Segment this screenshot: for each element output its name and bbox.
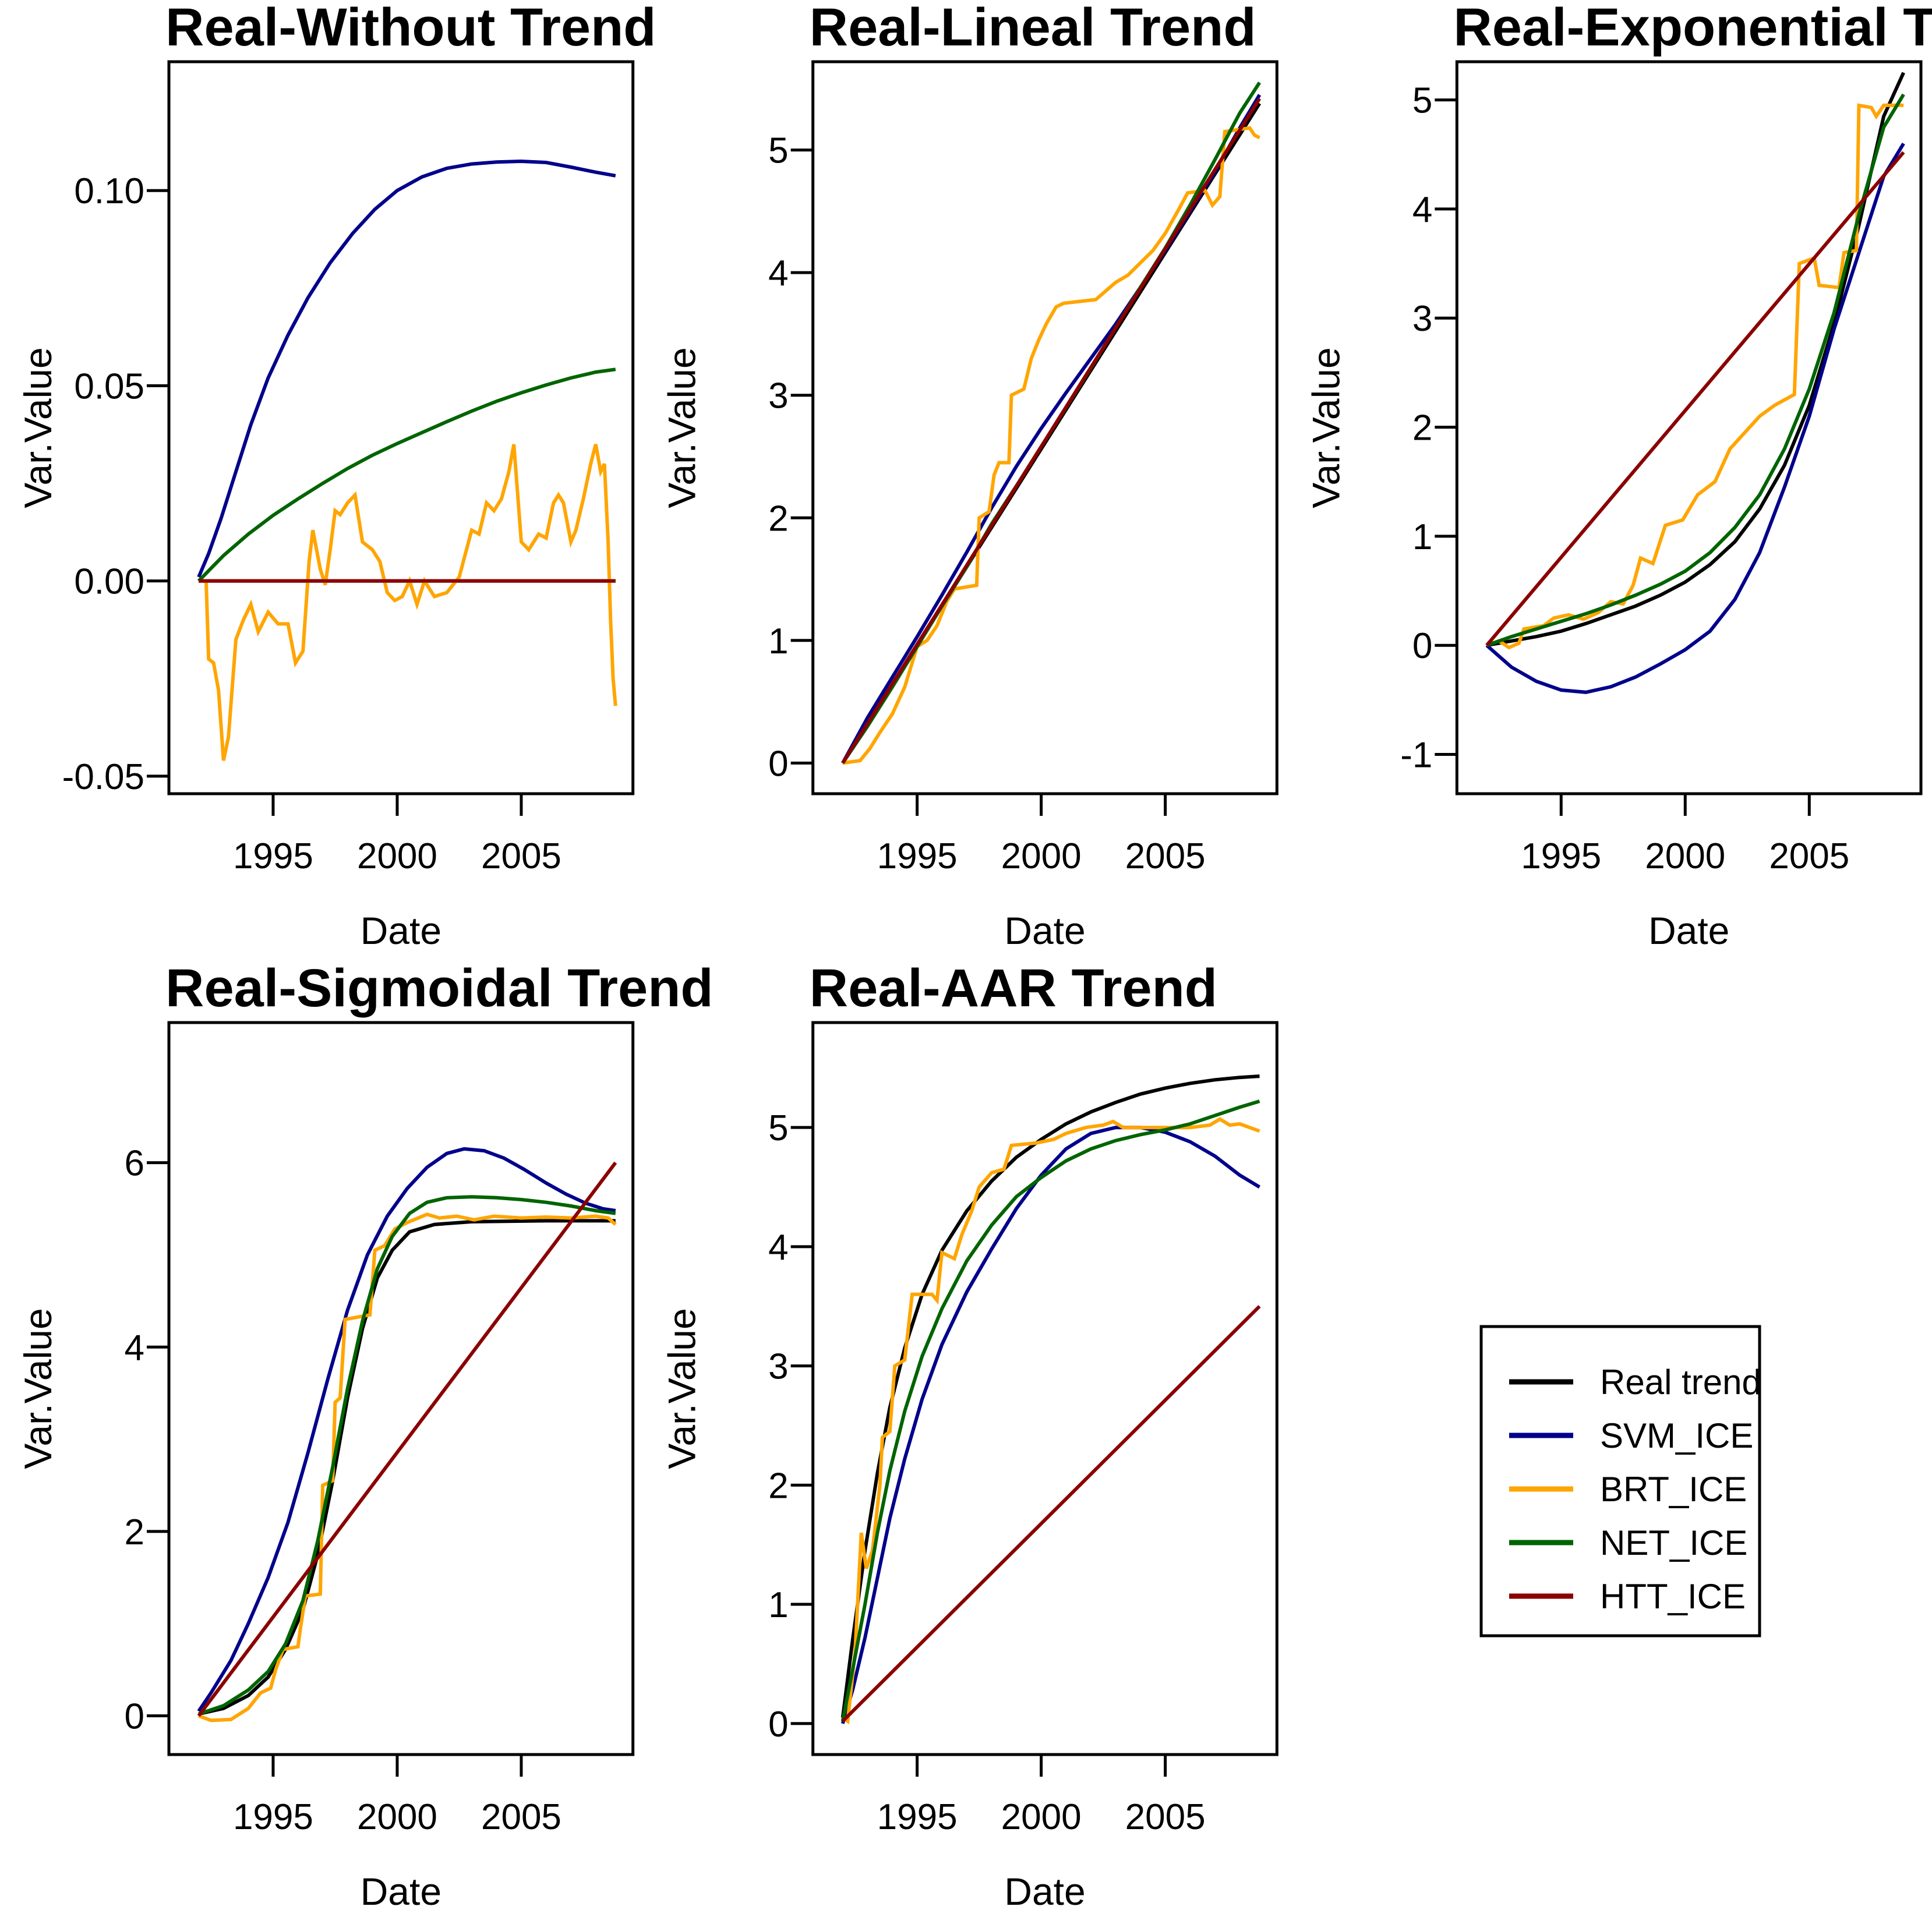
y-tick-label: 1: [768, 1585, 788, 1625]
series-line-SVM_ICE: [840, 1126, 1261, 1724]
y-tick-label: -0.05: [62, 757, 144, 797]
y-tick-label: 0: [768, 1704, 788, 1745]
series-line-BRT_ICE: [842, 1117, 1260, 1725]
y-axis-title: Var.Value: [661, 1308, 704, 1469]
x-tick-label: 2005: [481, 1797, 561, 1837]
y-tick-label: 3: [768, 1347, 788, 1387]
chart-panel-2: Real-Exponential Trend 1995 2000 2005 -1 0 1 2 3…: [1304, 0, 1932, 952]
y-tick-label: 6: [125, 1144, 144, 1184]
chart-panel-4: Real-AAR Trend 1995 2000 2005 0 1 2 3 4 5 Date Var.…: [661, 959, 1278, 1913]
x-tick-label: 2000: [1645, 836, 1725, 876]
y-tick-label: -1: [1400, 735, 1432, 776]
panel-title: Real-AAR Trend: [810, 959, 1217, 1018]
y-axis-title: Var.Value: [16, 347, 59, 508]
series-line-HTT_ICE: [841, 1305, 1261, 1723]
x-tick-label: 1995: [233, 836, 313, 876]
y-tick-label: 0.10: [74, 171, 144, 211]
x-axis-title: Date: [1004, 1870, 1085, 1913]
chart-panel-3: Real-Sigmoidal Trend 1995 2000 2005 0 2 4 6 Date…: [16, 959, 714, 1913]
x-axis-title: Date: [361, 909, 442, 952]
y-tick-label: 3: [768, 376, 788, 416]
legend-label-HTT_ICE: HTT_ICE: [1600, 1577, 1746, 1616]
y-tick-label: 0.00: [74, 562, 144, 602]
series-line-NET_ICE: [1486, 93, 1905, 648]
x-tick-label: 2005: [1125, 836, 1206, 876]
legend-label-SVM_ICE: SVM_ICE: [1600, 1416, 1753, 1455]
x-tick-label: 1995: [877, 836, 958, 876]
series-line-SVM_ICE: [197, 1147, 616, 1713]
y-tick-label: 1: [1412, 517, 1432, 557]
axis-box: [811, 60, 1278, 795]
axis-box: [1455, 60, 1923, 795]
y-tick-label: 5: [768, 131, 788, 171]
axis-box: [811, 1021, 1278, 1756]
y-tick-label: 2: [768, 1466, 788, 1506]
series-line-BRT_ICE: [1486, 103, 1904, 650]
legend-label-BRT_ICE: BRT_ICE: [1600, 1470, 1747, 1509]
series-line-HTT_ICE: [197, 1161, 617, 1717]
series-line-SVM_ICE: [1485, 142, 1905, 694]
y-tick-label: 0: [125, 1697, 144, 1737]
x-tick-label: 2000: [357, 1797, 437, 1837]
legend: Real trend SVM_ICE BRT_ICE NET_ICE HTT_ICE: [1479, 1325, 1761, 1637]
panel-title: Real-Without Trend: [165, 0, 656, 57]
y-tick-label: 1: [768, 621, 788, 662]
panel-title: Real-Sigmoidal Trend: [165, 959, 714, 1018]
y-tick-label: 4: [768, 253, 788, 293]
series-line-NET_ICE: [197, 367, 616, 582]
x-tick-label: 2005: [481, 836, 561, 876]
y-tick-label: 2: [125, 1512, 144, 1552]
x-tick-label: 1995: [877, 1797, 958, 1837]
y-tick-label: 0.05: [74, 366, 144, 406]
axis-box: [167, 1021, 635, 1756]
x-tick-label: 1995: [233, 1797, 313, 1837]
series-line-Real-trend: [198, 1219, 616, 1716]
chart-panel-1: Real-Lineal Trend 1995 2000 2005 0 1 2 3 4 5 Date V…: [661, 0, 1278, 952]
axis-box: [167, 60, 635, 795]
series-line-BRT_ICE: [199, 444, 617, 761]
y-tick-label: 3: [1412, 299, 1432, 339]
series-line-Real-trend: [1486, 72, 1905, 648]
x-tick-label: 2005: [1125, 1797, 1206, 1837]
panel-title: Real-Exponential Trend: [1453, 0, 1932, 57]
series-line-HTT_ICE: [841, 97, 1262, 764]
series-line-BRT_ICE: [198, 1212, 617, 1723]
x-axis-title: Date: [1648, 909, 1729, 952]
legend-box: [1479, 1325, 1761, 1637]
x-tick-label: 1995: [1521, 836, 1601, 876]
series-line-SVM_ICE: [197, 159, 616, 578]
chart-panel-0: Real-Without Trend 1995 2000 2005 -0.05 0.00 0…: [16, 0, 656, 952]
y-tick-label: 2: [1412, 408, 1432, 448]
x-tick-label: 2000: [1001, 836, 1082, 876]
panel-title: Real-Lineal Trend: [810, 0, 1256, 57]
y-tick-label: 0: [1412, 626, 1432, 666]
legend-label-NET_ICE: NET_ICE: [1600, 1523, 1747, 1562]
x-axis-title: Date: [361, 1870, 442, 1913]
y-tick-label: 4: [125, 1328, 144, 1368]
y-tick-label: 2: [768, 498, 788, 539]
x-tick-label: 2000: [1001, 1797, 1082, 1837]
y-tick-label: 4: [768, 1228, 788, 1268]
series-line-NET_ICE: [840, 1099, 1260, 1722]
x-axis-title: Date: [1004, 909, 1085, 952]
x-tick-label: 2005: [1769, 836, 1849, 876]
legend-label-Real-trend: Real trend: [1600, 1363, 1761, 1402]
y-tick-label: 4: [1412, 190, 1432, 230]
series-line-HTT_ICE: [1485, 151, 1905, 647]
y-axis-title: Var.Value: [1304, 347, 1347, 508]
y-tick-label: 0: [768, 744, 788, 784]
y-axis-title: Var.Value: [16, 1308, 59, 1469]
y-tick-label: 5: [1412, 81, 1432, 121]
y-tick-label: 5: [768, 1108, 788, 1148]
x-tick-label: 2000: [357, 836, 437, 876]
series-line-NET_ICE: [198, 1195, 616, 1716]
y-axis-title: Var.Value: [661, 347, 704, 508]
